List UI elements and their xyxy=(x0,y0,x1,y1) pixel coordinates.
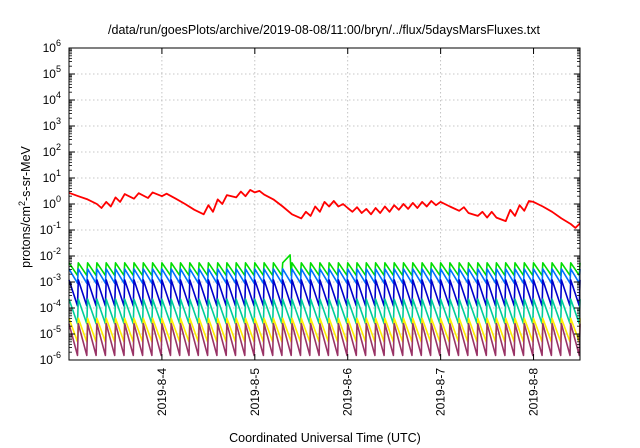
series-line xyxy=(68,322,581,357)
y-tick-label: 105 xyxy=(43,64,61,81)
x-tick-label: 2019-8-6 xyxy=(341,368,355,416)
y-tick-label: 10-3 xyxy=(40,272,61,289)
y-tick-label: 101 xyxy=(43,168,61,185)
x-axis-title: Coordinated Universal Time (UTC) xyxy=(229,431,421,445)
series-lines xyxy=(68,189,581,357)
y-axis-title: protons/cm2-s-sr-MeV xyxy=(17,145,33,267)
x-tick-label: 2019-8-8 xyxy=(527,368,541,416)
y-tick-label: 103 xyxy=(43,116,61,133)
y-tick-label: 106 xyxy=(43,38,61,55)
x-tick-label: 2019-8-7 xyxy=(434,368,448,416)
y-tick-labels: 10-6 10-5 10-4 10-3 10-2 10-1 100 101 102 103 104 1… xyxy=(40,38,580,367)
y-axis-title-sup: 2 xyxy=(17,201,27,206)
y-tick-label: 104 xyxy=(43,90,61,107)
y-tick-label: 10-5 xyxy=(40,324,61,341)
y-tick-label: 100 xyxy=(43,194,61,211)
y-axis-title-main: protons/cm xyxy=(19,206,33,268)
x-tick-label: 2019-8-4 xyxy=(155,368,169,416)
y-tick-label: 10-2 xyxy=(40,246,61,263)
y-axis-title-rest: -s-sr-MeV xyxy=(19,145,33,201)
y-tick-label: 102 xyxy=(43,142,61,159)
y-tick-label: 10-4 xyxy=(40,298,61,315)
chart-title: /data/run/goesPlots/archive/2019-08-08/1… xyxy=(108,23,540,37)
y-tick-label: 10-1 xyxy=(40,220,61,237)
x-tick-labels: 2019-8-4 2019-8-5 2019-8-6 2019-8-7 2019-8-8 xyxy=(155,48,541,416)
x-tick-label: 2019-8-5 xyxy=(248,368,262,416)
y-tick-label: 10-6 xyxy=(40,350,61,367)
series-line xyxy=(68,189,581,229)
